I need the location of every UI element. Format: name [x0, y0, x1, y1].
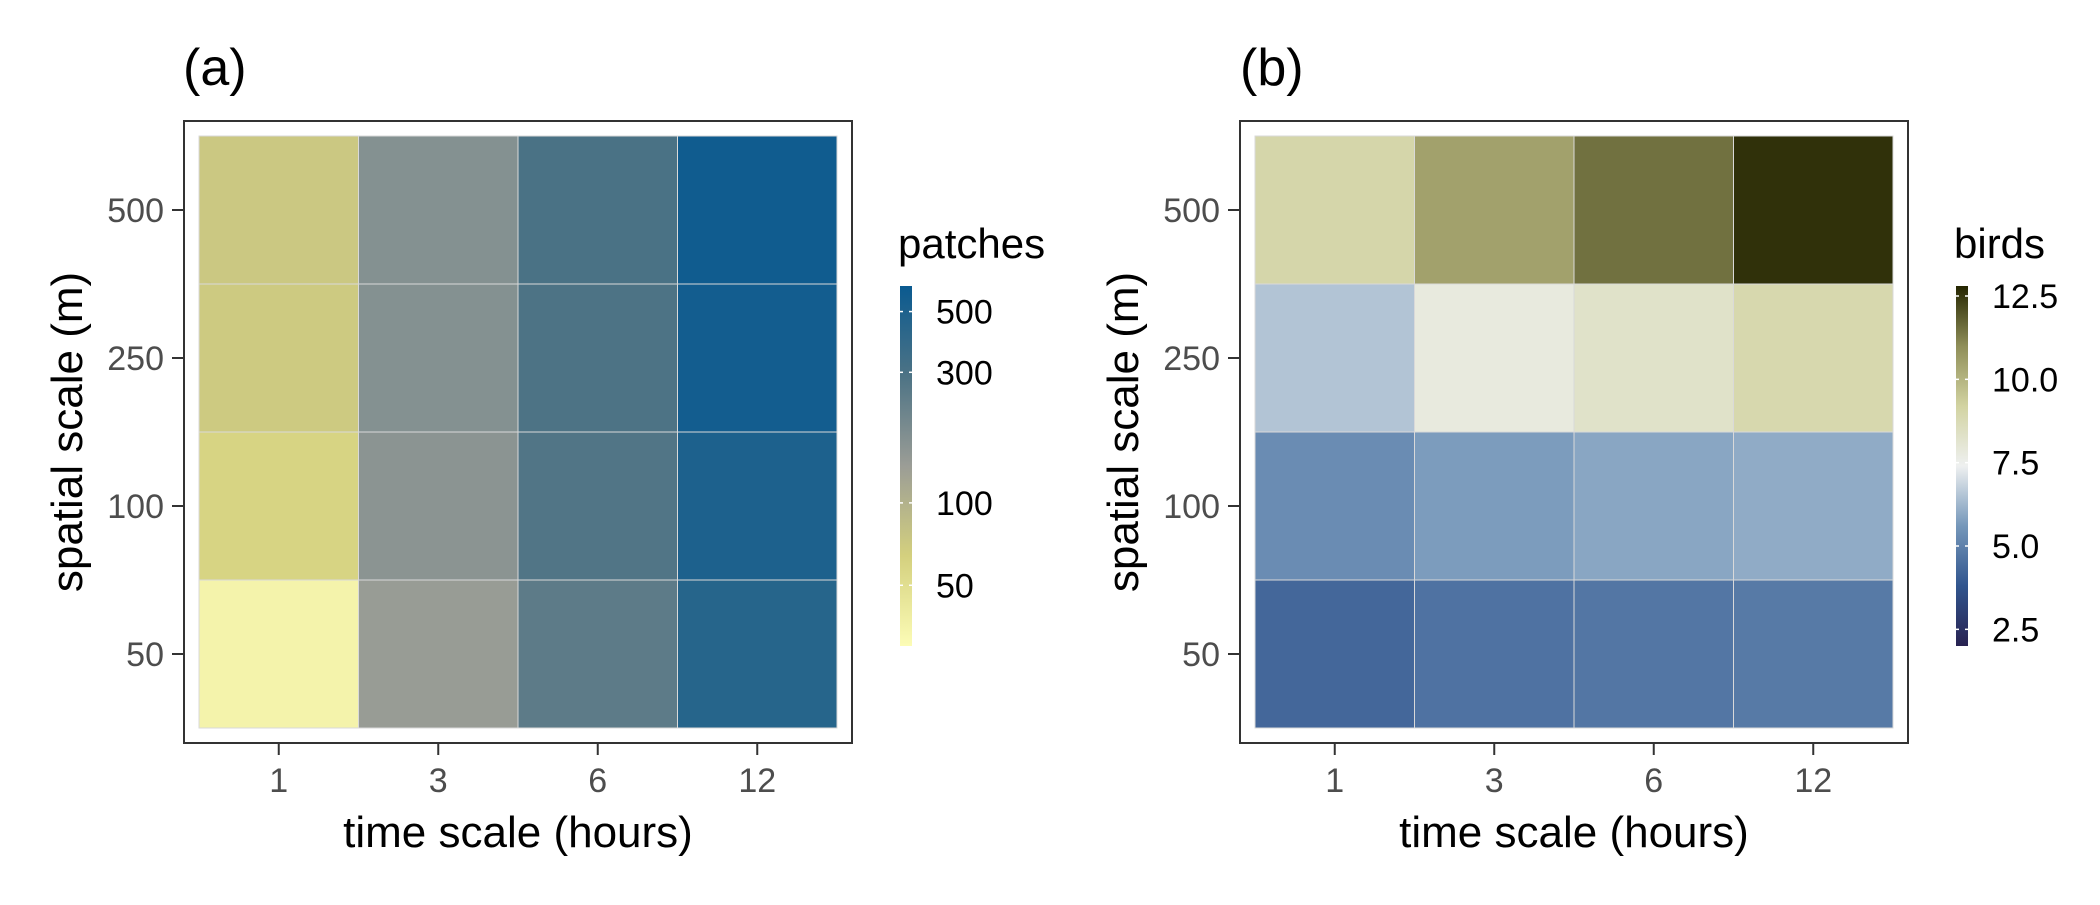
panel-b: (b) 1 3 6 12 50 100 250 500 time scale (hours)…	[1099, 39, 2058, 857]
panel-a-cell-100m-12h	[677, 431, 838, 581]
panel-b-legend-ticks: 2.5 5.0 7.5 10.0 12.5	[1956, 278, 2058, 649]
panel-a-x-tick-label: 12	[738, 762, 776, 800]
panel-a-cell-250m-12h	[677, 283, 838, 433]
panel-b-cell-500m-12h	[1733, 135, 1894, 285]
panel-a-cell-500m-1h	[198, 135, 359, 285]
panel-b-frame	[1239, 120, 1909, 744]
panel-b-heatmap-cells	[1254, 135, 1894, 729]
panel-a-x-axis: 1 3 6 12	[269, 743, 776, 800]
panel-a-x-axis-title: time scale (hours)	[343, 808, 693, 857]
panel-a-legend-title: patches	[898, 220, 1045, 267]
panel-a-cell-500m-6h	[517, 135, 678, 285]
panel-a-label: (a)	[183, 39, 247, 97]
panel-b-cell-100m-1h	[1254, 431, 1415, 581]
panel-a: (a) 1 3 6 12 50 100 250 500 time scale (hours)…	[43, 39, 1045, 857]
panel-b-x-tick-label: 3	[1485, 762, 1504, 800]
panel-a-cell-50m-3h	[358, 579, 519, 729]
panel-b-cell-100m-12h	[1733, 431, 1894, 581]
panel-b-x-tick-label: 6	[1644, 762, 1663, 800]
panel-a-y-tick-label: 250	[107, 340, 164, 378]
panel-b-y-tick-label: 100	[1163, 488, 1220, 526]
panel-b-y-tick-label: 500	[1163, 192, 1220, 230]
panel-a-cell-100m-1h	[198, 431, 359, 581]
panel-b-label: (b)	[1240, 39, 1304, 97]
panel-b-legend-tick-label: 12.5	[1992, 278, 2058, 316]
panel-b-cell-100m-6h	[1573, 431, 1734, 581]
panel-a-legend-tick-label: 100	[936, 485, 993, 523]
panel-b-legend-tick-label: 2.5	[1992, 611, 2039, 649]
panel-b-cell-250m-3h	[1414, 283, 1575, 433]
panel-b-cell-500m-6h	[1573, 135, 1734, 285]
panel-b-cell-50m-3h	[1414, 579, 1575, 729]
panel-b-cell-50m-12h	[1733, 579, 1894, 729]
panel-a-legend-tick-label: 500	[936, 294, 993, 332]
panel-b-cell-250m-12h	[1733, 283, 1894, 433]
panel-a-cell-100m-3h	[358, 431, 519, 581]
panel-b-y-axis-title: spatial scale (m)	[1099, 272, 1148, 592]
panel-b-cell-250m-1h	[1254, 283, 1415, 433]
panel-a-cell-250m-3h	[358, 283, 519, 433]
panel-b-legend: birds 2.5 5.0 7.5 10.0 12.5	[1954, 220, 2058, 649]
panel-b-x-axis-title: time scale (hours)	[1399, 808, 1749, 857]
panel-a-heatmap-cells	[198, 135, 838, 729]
panel-b-cell-50m-1h	[1254, 579, 1415, 729]
panel-b-y-tick-label: 250	[1163, 340, 1220, 378]
panel-b-y-tick-label: 50	[1182, 636, 1220, 674]
panel-a-cell-250m-1h	[198, 283, 359, 433]
panel-a-cell-50m-6h	[517, 579, 678, 729]
panel-a-y-tick-label: 500	[107, 192, 164, 230]
panel-b-legend-tick-label: 7.5	[1992, 445, 2039, 483]
panel-a-x-tick-label: 6	[588, 762, 607, 800]
panel-b-cell-50m-6h	[1573, 579, 1734, 729]
panel-a-legend-tick-label: 300	[936, 354, 993, 392]
panel-b-x-tick-label: 1	[1325, 762, 1344, 800]
panel-b-y-axis: 50 100 250 500	[1163, 192, 1240, 674]
panel-a-legend: patches 50 100 300 500	[898, 220, 1045, 646]
panel-b-cell-500m-3h	[1414, 135, 1575, 285]
panel-a-x-tick-label: 1	[269, 762, 288, 800]
panel-a-y-axis-title: spatial scale (m)	[43, 272, 92, 592]
panel-b-cell-100m-3h	[1414, 431, 1575, 581]
panel-a-y-axis: 50 100 250 500	[107, 192, 184, 674]
panel-b-x-axis: 1 3 6 12	[1325, 743, 1832, 800]
panel-b-legend-tick-label: 5.0	[1992, 528, 2039, 566]
panel-a-frame	[183, 120, 853, 744]
panel-b-colorbar	[1956, 286, 1968, 646]
panel-b-legend-title: birds	[1954, 220, 2045, 267]
panel-a-y-tick-label: 100	[107, 488, 164, 526]
panel-b-x-tick-label: 12	[1794, 762, 1832, 800]
panel-a-cell-500m-12h	[677, 135, 838, 285]
panel-a-cell-50m-1h	[198, 579, 359, 729]
panel-b-legend-tick-label: 10.0	[1992, 361, 2058, 399]
panel-a-cell-50m-12h	[677, 579, 838, 729]
panel-a-legend-ticks: 50 100 300 500	[900, 294, 993, 605]
panel-a-y-tick-label: 50	[126, 636, 164, 674]
panel-a-cell-100m-6h	[517, 431, 678, 581]
panel-a-legend-tick-label: 50	[936, 567, 974, 605]
panel-a-x-tick-label: 3	[429, 762, 448, 800]
panel-b-cell-500m-1h	[1254, 135, 1415, 285]
panel-a-colorbar	[900, 286, 912, 646]
panel-a-cell-500m-3h	[358, 135, 519, 285]
panel-b-cell-250m-6h	[1573, 283, 1734, 433]
panel-a-cell-250m-6h	[517, 283, 678, 433]
